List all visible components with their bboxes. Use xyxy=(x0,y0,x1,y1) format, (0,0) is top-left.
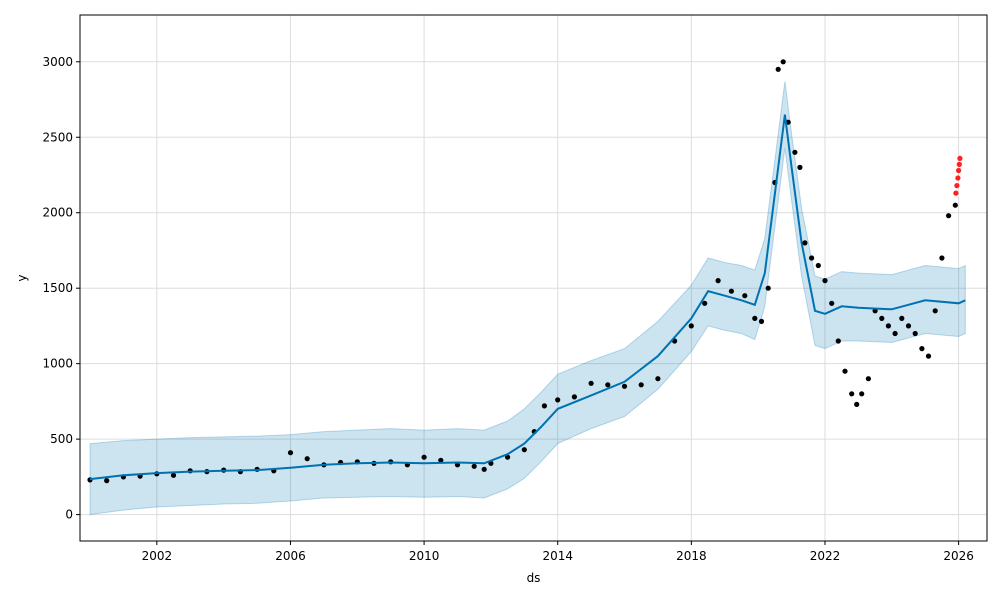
observed-point xyxy=(505,454,511,460)
observed-point xyxy=(758,318,765,324)
y-tick-label: 1000 xyxy=(42,357,73,371)
observed-point xyxy=(859,391,865,397)
observed-point xyxy=(438,457,444,463)
observed-point xyxy=(865,376,872,382)
observed-point xyxy=(849,391,855,397)
observed-point xyxy=(765,285,771,291)
observed-point xyxy=(104,478,110,484)
observed-point xyxy=(775,66,781,72)
recent-point xyxy=(956,161,962,167)
observed-point xyxy=(892,330,898,337)
observed-point xyxy=(752,315,758,321)
observed-point xyxy=(521,447,527,453)
x-tick-label: 2010 xyxy=(409,549,440,563)
recent-point xyxy=(953,190,959,196)
observed-point xyxy=(170,472,177,478)
observed-point xyxy=(919,346,925,352)
y-tick-label: 2500 xyxy=(42,130,73,144)
x-tick-label: 2002 xyxy=(142,549,173,563)
y-axis-ticks: 0 500 1000 1500 2000 2500 3000 xyxy=(42,55,80,522)
x-tick-label: 2006 xyxy=(275,549,306,563)
forecast-line xyxy=(89,114,966,481)
observed-point xyxy=(742,293,748,299)
y-tick-label: 1500 xyxy=(42,281,73,295)
observed-point xyxy=(946,213,952,219)
observed-point xyxy=(829,300,835,306)
observed-point xyxy=(905,323,912,329)
observed-point xyxy=(702,300,708,306)
observed-point xyxy=(421,454,427,460)
recent-point xyxy=(954,183,960,189)
observed-point xyxy=(854,401,860,407)
observed-point xyxy=(571,394,578,400)
forecast-line-layer xyxy=(89,114,966,481)
uncertainty-band-layer xyxy=(89,81,966,516)
observed-point xyxy=(780,59,786,65)
observed-point xyxy=(899,315,905,321)
observed-point xyxy=(715,278,721,284)
observed-point xyxy=(792,149,798,155)
observed-point xyxy=(815,262,821,269)
observed-point xyxy=(809,255,815,261)
observed-point xyxy=(925,353,932,359)
observed-points-layer xyxy=(87,59,958,484)
observed-point xyxy=(879,315,885,321)
observed-point xyxy=(885,323,892,329)
recent-point xyxy=(955,175,961,181)
observed-point xyxy=(471,463,477,469)
observed-point xyxy=(728,288,735,294)
observed-point xyxy=(797,164,803,170)
observed-point xyxy=(621,383,628,389)
recent-point xyxy=(957,155,963,161)
observed-point xyxy=(912,330,918,337)
observed-point xyxy=(952,202,958,208)
x-axis-ticks: 2002 2006 2010 2014 2018 2022 2026 xyxy=(142,541,974,563)
observed-point xyxy=(588,380,594,386)
observed-point xyxy=(932,308,938,314)
y-tick-label: 0 xyxy=(65,508,73,522)
observed-point xyxy=(688,323,694,329)
observed-point xyxy=(481,466,487,472)
y-axis-label: y xyxy=(15,274,29,281)
grid xyxy=(80,15,987,541)
observed-point xyxy=(822,278,828,284)
x-axis-label: ds xyxy=(527,571,541,585)
observed-point xyxy=(835,338,841,344)
observed-point xyxy=(842,368,848,374)
observed-point xyxy=(287,450,294,456)
uncertainty-band xyxy=(89,81,966,516)
observed-point xyxy=(605,382,611,388)
y-tick-label: 2000 xyxy=(42,206,73,220)
plot-frame xyxy=(79,14,988,542)
y-tick-label: 3000 xyxy=(42,55,73,69)
x-tick-label: 2022 xyxy=(810,549,841,563)
observed-point xyxy=(802,240,808,246)
y-tick-label: 500 xyxy=(50,432,73,446)
x-tick-label: 2018 xyxy=(676,549,707,563)
recent-points-layer xyxy=(953,155,963,196)
observed-point xyxy=(541,403,548,409)
observed-point xyxy=(638,382,644,388)
observed-point xyxy=(939,255,945,261)
observed-point xyxy=(655,376,661,382)
recent-point xyxy=(956,167,962,174)
observed-point xyxy=(304,456,310,462)
x-tick-label: 2014 xyxy=(542,549,573,563)
x-tick-label: 2026 xyxy=(943,549,974,563)
observed-point xyxy=(555,397,561,403)
